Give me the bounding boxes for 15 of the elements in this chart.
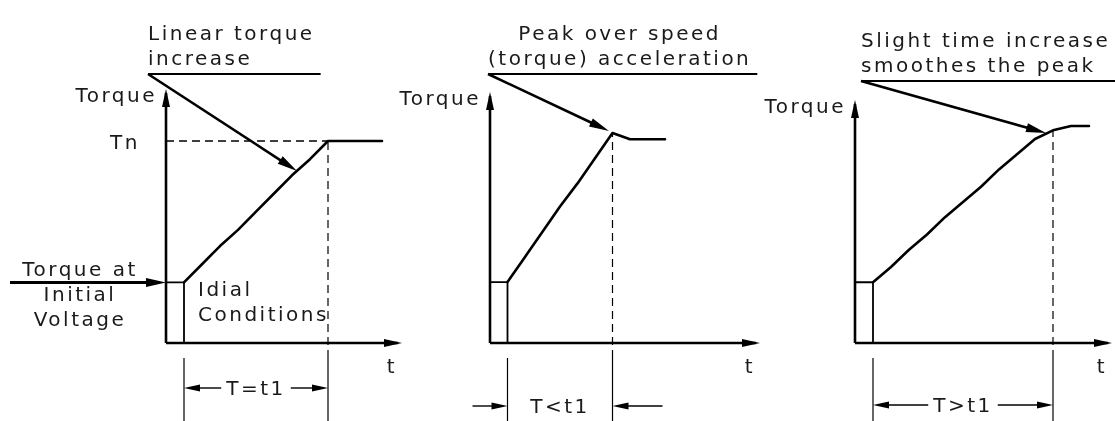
x-axis-title: t [1096, 354, 1108, 378]
text: T<t1 [529, 394, 590, 418]
x-axis-title: t [744, 354, 756, 378]
text: T>t1 [932, 393, 993, 417]
y-axis-title: Torque [74, 83, 157, 107]
text: Linear torque increase [148, 21, 315, 70]
y-axis-title: Torque [763, 94, 846, 118]
text: Torque at Initial Voltage [21, 257, 138, 332]
annotation: Idial Conditions [198, 277, 329, 327]
y-axis-title: Torque [398, 86, 481, 110]
text: Slight time increase smoothes the peak [861, 28, 1111, 77]
text: T=t1 [225, 376, 286, 400]
x-axis-title: t [386, 354, 398, 378]
ref-line-label: Tn [109, 130, 140, 154]
text: Peak over speed (torque) acceleration [488, 21, 752, 70]
